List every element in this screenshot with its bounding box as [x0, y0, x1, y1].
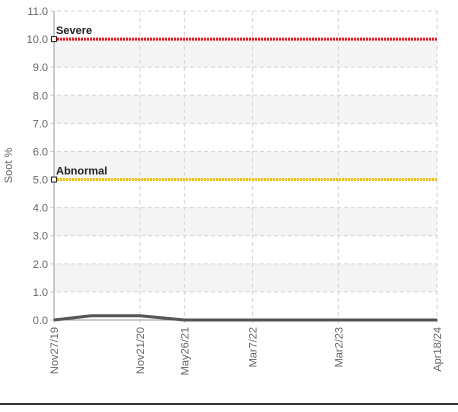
y-tick-label: 7.0 [33, 118, 48, 130]
x-tick-label: May26/21 [179, 327, 191, 375]
data-point [90, 314, 93, 317]
plot-band [54, 263, 437, 292]
y-tick-label: 6.0 [33, 146, 48, 158]
plot-band [54, 207, 437, 236]
y-tick-label: 11.0 [27, 6, 48, 18]
data-point [251, 319, 254, 321]
grid-lines [50, 10, 438, 324]
threshold-marker-abnormal [51, 176, 57, 183]
data-point [183, 319, 186, 321]
y-tick-label: 2.0 [33, 259, 48, 271]
x-tick-label: Mar2/23 [333, 327, 345, 367]
y-tick-label: 5.0 [33, 175, 48, 187]
series-layer [51, 36, 438, 322]
threshold-label-severe: Severe [56, 25, 92, 37]
y-axis-label: Soot % [3, 148, 15, 184]
y-tick-label: 10.0 [27, 34, 48, 46]
x-tick-label: Nov27/19 [49, 327, 61, 374]
threshold-marker-severe [51, 36, 57, 43]
y-tick-label: 8.0 [33, 90, 48, 102]
data-point [53, 319, 55, 321]
x-tick-label: Nov21/20 [135, 327, 147, 374]
plot-band [54, 151, 437, 180]
data-series-line [53, 314, 437, 322]
y-tick-label: 3.0 [33, 231, 48, 243]
plot-band [54, 95, 437, 124]
plot-band [54, 39, 437, 68]
data-point [436, 319, 438, 321]
labels-layer: 0.0 1.0 2.0 3.0 4.0 5.0 6.0 7.0 8.0 9.0 10.0 11.0 No… [27, 6, 444, 375]
y-tick-label: 0.0 [33, 315, 48, 327]
y-tick-label: 1.0 [33, 287, 48, 299]
x-tick-label: Mar7/22 [247, 327, 259, 367]
data-point [337, 319, 340, 321]
threshold-label-abnormal: Abnormal [56, 166, 107, 178]
plot-bands [54, 39, 437, 292]
data-point [139, 314, 141, 317]
y-tick-label: 4.0 [33, 203, 48, 215]
x-tick-label: Apr18/24 [432, 327, 444, 372]
y-tick-label: 9.0 [33, 62, 48, 74]
